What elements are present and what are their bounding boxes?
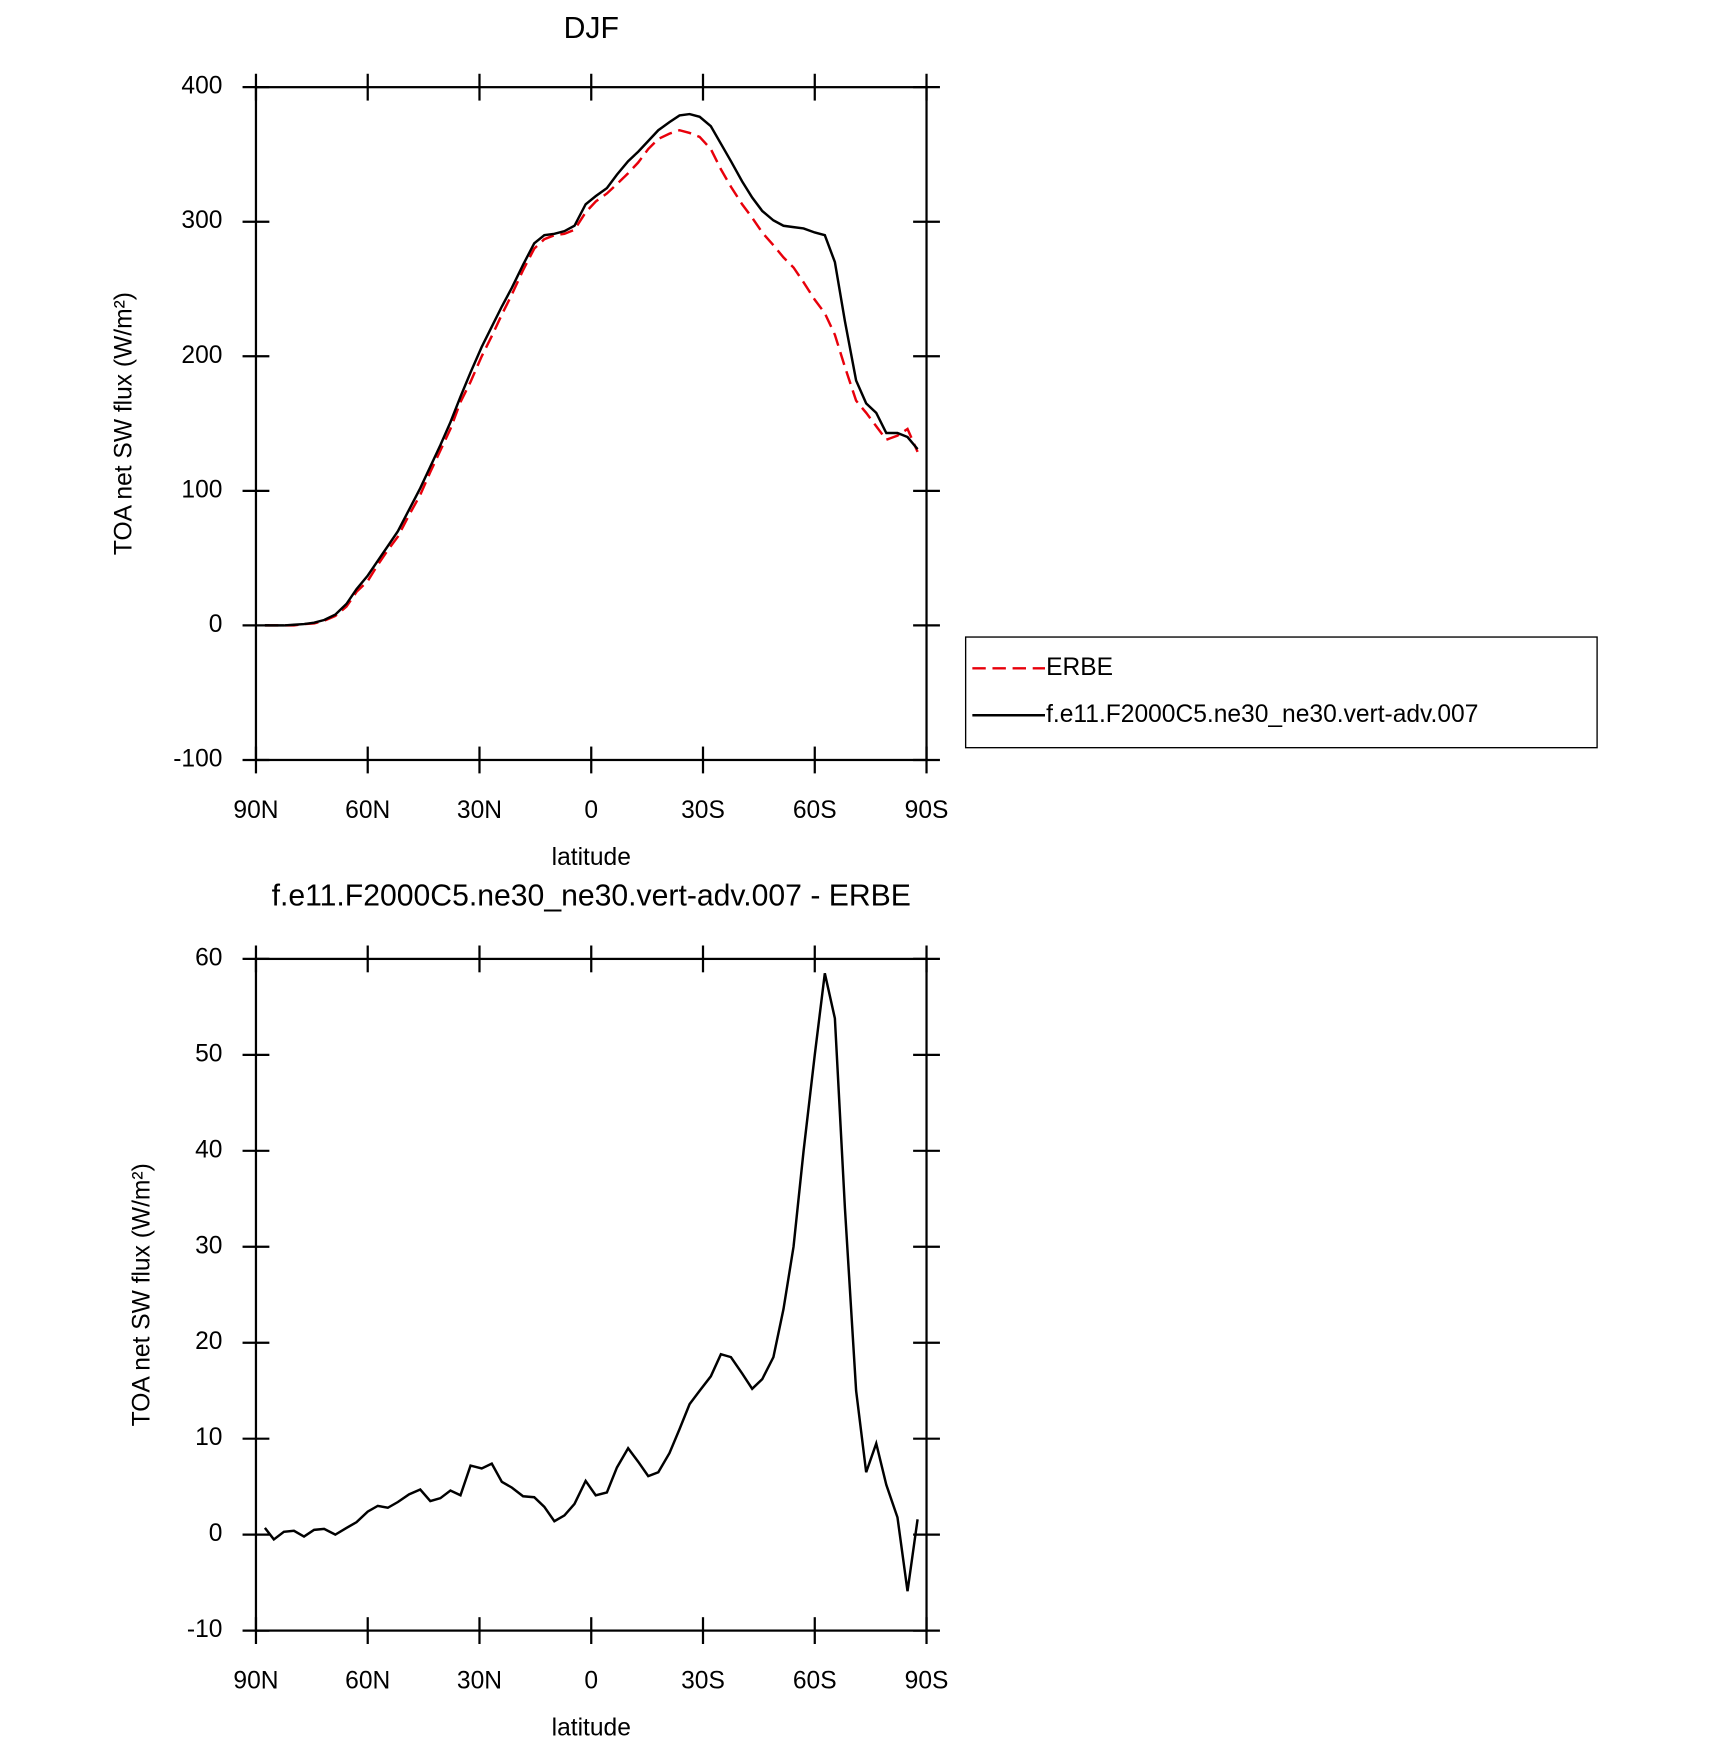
- y-tick-label: -10: [187, 1616, 223, 1643]
- x-tick-label: 0: [584, 797, 598, 824]
- y-tick-label: 100: [181, 476, 222, 503]
- chart-title: f.e11.F2000C5.ne30_ne30.vert-adv.007 - E…: [272, 879, 911, 912]
- x-tick-label: 90S: [905, 797, 949, 824]
- data-line: [263, 973, 919, 1592]
- data-line: [264, 112, 919, 627]
- x-tick-label: 30N: [457, 797, 502, 824]
- x-axis-label: latitude: [552, 1714, 631, 1741]
- y-tick-label: -100: [173, 745, 222, 772]
- y-tick-label: 200: [181, 342, 222, 369]
- plot-frame: [254, 86, 928, 762]
- chart-title: DJF: [564, 12, 619, 45]
- y-tick-label: 30: [195, 1232, 222, 1259]
- y-tick-label: 50: [195, 1040, 222, 1067]
- x-tick-label: 60N: [345, 797, 390, 824]
- y-tick-label: 40: [195, 1136, 222, 1163]
- y-tick-label: 400: [181, 73, 222, 100]
- y-tick-label: 10: [195, 1424, 222, 1451]
- y-tick-label: 0: [209, 1520, 223, 1547]
- x-tick-label: 90N: [233, 1668, 278, 1695]
- x-tick-label: 60N: [345, 1668, 390, 1695]
- legend-box: [964, 636, 1598, 749]
- y-axis-label: TOA net SW flux (W/m²): [111, 292, 138, 555]
- x-tick-label: 30S: [681, 797, 725, 824]
- y-tick-label: 20: [195, 1328, 222, 1355]
- x-tick-label: 30N: [457, 1668, 502, 1695]
- data-line: [264, 128, 919, 627]
- x-tick-label: 30S: [681, 1668, 725, 1695]
- legend-label: f.e11.F2000C5.ne30_ne30.vert-adv.007: [1046, 701, 1478, 728]
- y-axis-label: TOA net SW flux (W/m²): [129, 1163, 156, 1426]
- y-tick-label: 300: [181, 207, 222, 234]
- x-tick-label: 0: [584, 1668, 598, 1695]
- x-tick-label: 60S: [793, 1668, 837, 1695]
- legend-label: ERBE: [1046, 654, 1113, 681]
- y-tick-label: 60: [195, 944, 222, 971]
- x-tick-label: 90N: [233, 797, 278, 824]
- x-axis-label: latitude: [552, 844, 631, 871]
- x-tick-label: 90S: [905, 1668, 949, 1695]
- plot-frame: [254, 957, 928, 1632]
- y-tick-label: 0: [209, 611, 223, 638]
- x-tick-label: 60S: [793, 797, 837, 824]
